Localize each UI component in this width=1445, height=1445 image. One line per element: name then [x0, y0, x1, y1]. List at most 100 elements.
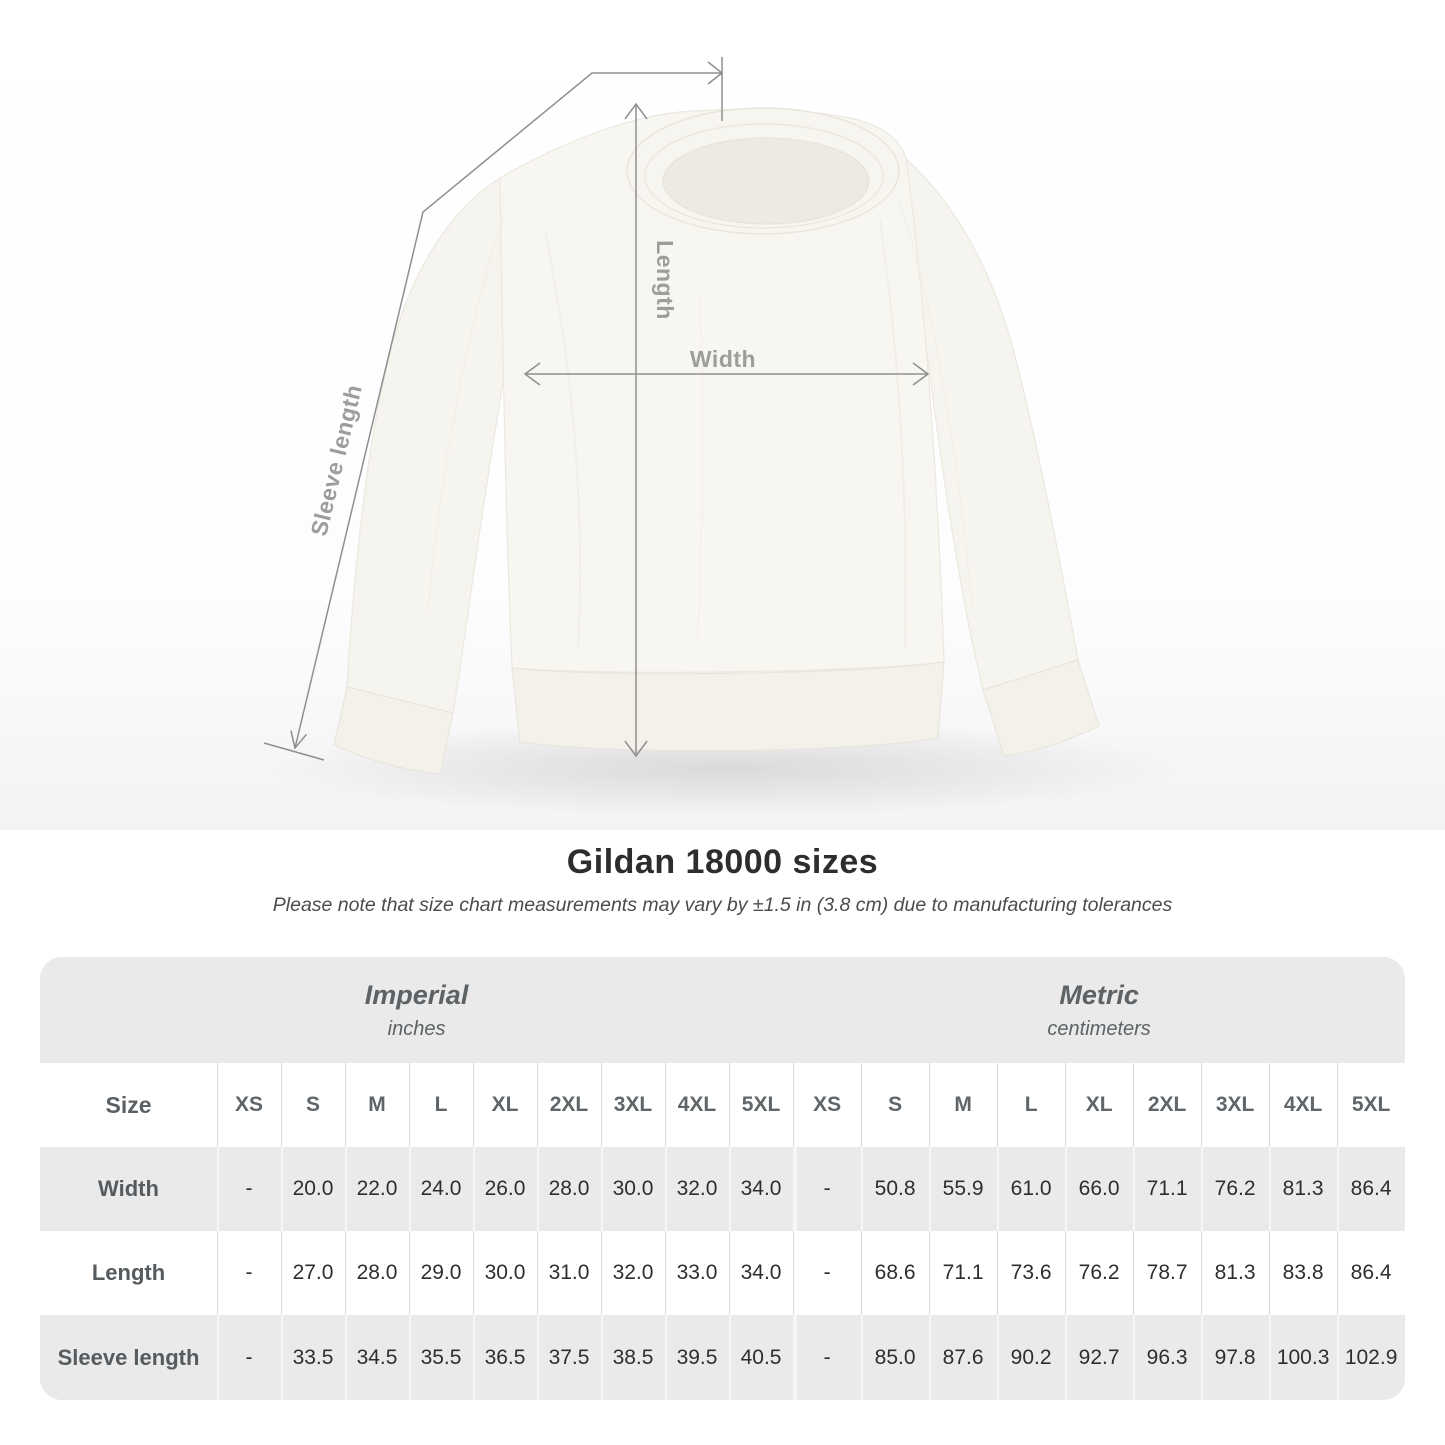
measurement-value: 86.4 [1337, 1231, 1405, 1315]
measurement-value: 73.6 [997, 1231, 1066, 1315]
measurement-value: - [793, 1231, 862, 1315]
measurement-row: Width -20.0 22.0 24.0 26.0 28.0 30.0 32.0 34.0-5… [40, 1147, 1405, 1231]
measurement-value: 96.3 [1133, 1315, 1202, 1400]
measurement-value: - [793, 1147, 862, 1231]
measurement-value: 37.5 [537, 1315, 601, 1400]
measurement-value: 100.3 [1269, 1315, 1338, 1400]
size-column-header: XS [793, 1063, 862, 1147]
metric-unit: centimeters [1047, 1017, 1151, 1040]
measurement-value: 40.5 [729, 1315, 794, 1400]
measurement-value: 32.0 [601, 1231, 665, 1315]
measurement-value: 33.5 [281, 1315, 345, 1400]
size-header-row: Size XS S M L XL 2XL 3XL 4XL 5XL XS S M L XL 2XL 3XL 4XL… [40, 1063, 1405, 1147]
measurement-value: 78.7 [1133, 1231, 1202, 1315]
size-table: Imperial inches Metric centimeters Size … [40, 957, 1405, 1400]
measurement-value: 92.7 [1065, 1315, 1134, 1400]
measurement-value: 39.5 [665, 1315, 729, 1400]
sleeve-end-cap-bottom [263, 742, 325, 761]
size-column-header: L [997, 1063, 1066, 1147]
size-column-header: L [409, 1063, 473, 1147]
size-column-header: M [929, 1063, 998, 1147]
measurement-value: 61.0 [997, 1147, 1066, 1231]
measurement-value: 66.0 [1065, 1147, 1134, 1231]
measurement-value: - [217, 1231, 281, 1315]
tolerance-note: Please note that size chart measurements… [272, 894, 1173, 916]
size-column-header: XL [473, 1063, 537, 1147]
sweatshirt-illustration [333, 107, 1100, 775]
size-column-header: 3XL [601, 1063, 665, 1147]
imperial-title: Imperial [364, 980, 469, 1011]
size-column-header: 4XL [665, 1063, 729, 1147]
measurement-value: 35.5 [409, 1315, 473, 1400]
measurement-value: 34.5 [345, 1315, 409, 1400]
width-measure-label: Width [690, 346, 756, 372]
row-label: Sleeve length [40, 1315, 217, 1400]
size-corner-header: Size [105, 1091, 152, 1118]
length-measure-label: Length [652, 240, 678, 320]
size-table-grid: Imperial inches Metric centimeters Size … [40, 957, 1405, 1400]
size-column-header: 2XL [537, 1063, 601, 1147]
arrowhead-up [624, 102, 648, 120]
row-label: Width [40, 1147, 217, 1231]
measurement-value: 68.6 [861, 1231, 930, 1315]
garment-shadow [265, 720, 1185, 816]
arrowhead-right-2 [912, 362, 930, 386]
metric-title: Metric [1059, 980, 1139, 1011]
unit-system-header-row: Imperial inches Metric centimeters [40, 957, 1405, 1063]
measurement-value: 71.1 [929, 1231, 998, 1315]
measurement-value: 81.3 [1269, 1147, 1338, 1231]
size-column-header: 3XL [1201, 1063, 1270, 1147]
measurement-value: 22.0 [345, 1147, 409, 1231]
product-measurement-diagram: Length Width Sleeve length [0, 0, 1445, 830]
measurement-value: 20.0 [281, 1147, 345, 1231]
measurement-value: 97.8 [1201, 1315, 1270, 1400]
size-column-header: 5XL [729, 1063, 794, 1147]
measurement-lines [263, 57, 930, 761]
measurement-value: 30.0 [601, 1147, 665, 1231]
measurement-value: - [217, 1147, 281, 1231]
sleeve-length-line [294, 72, 722, 749]
size-column-header: XL [1065, 1063, 1134, 1147]
measurement-value: 28.0 [537, 1147, 601, 1231]
size-column-header: S [281, 1063, 345, 1147]
size-column-header: S [861, 1063, 930, 1147]
measurement-value: 102.9 [1337, 1315, 1405, 1400]
measurement-value: 76.2 [1065, 1231, 1134, 1315]
measurement-value: - [793, 1315, 862, 1400]
measurement-value: - [217, 1315, 281, 1400]
measurement-value: 24.0 [409, 1147, 473, 1231]
arrowhead-left [523, 362, 541, 386]
measurement-value: 86.4 [1337, 1147, 1405, 1231]
measurement-row: Sleeve length -33.5 34.5 35.5 36.5 37.5 38.5 39… [40, 1315, 1405, 1400]
measurement-value: 81.3 [1201, 1231, 1270, 1315]
measurement-value: 31.0 [537, 1231, 601, 1315]
measurement-value: 71.1 [1133, 1147, 1202, 1231]
measurement-value: 76.2 [1201, 1147, 1270, 1231]
measurement-value: 50.8 [861, 1147, 930, 1231]
size-column-header: 4XL [1269, 1063, 1338, 1147]
size-column-header: 2XL [1133, 1063, 1202, 1147]
measurement-value: 34.0 [729, 1147, 794, 1231]
measurement-value: 32.0 [665, 1147, 729, 1231]
row-label: Length [91, 1260, 166, 1285]
measurement-value: 27.0 [281, 1231, 345, 1315]
measurement-value: 26.0 [473, 1147, 537, 1231]
metric-header-cell: Metric centimeters [793, 957, 1405, 1063]
measurement-value: 28.0 [345, 1231, 409, 1315]
imperial-header-cell: Imperial inches [40, 957, 794, 1063]
arrowhead-sleeve-end [290, 730, 308, 750]
measurement-value: 34.0 [729, 1231, 794, 1315]
page-title: Gildan 18000 sizes [566, 843, 879, 881]
arrowhead-down [624, 740, 648, 758]
measurement-value: 83.8 [1269, 1231, 1338, 1315]
measurement-value: 87.6 [929, 1315, 998, 1400]
measurement-value: 85.0 [861, 1315, 930, 1400]
measurement-row: Length -27.0 28.0 29.0 30.0 31.0 32.0 33.0 34.0-… [40, 1231, 1405, 1315]
measurement-value: 36.5 [473, 1315, 537, 1400]
measurement-value: 38.5 [601, 1315, 665, 1400]
size-column-header: M [345, 1063, 409, 1147]
size-column-header: 5XL [1337, 1063, 1405, 1147]
measurement-value: 29.0 [409, 1231, 473, 1315]
measurement-value: 90.2 [997, 1315, 1066, 1400]
